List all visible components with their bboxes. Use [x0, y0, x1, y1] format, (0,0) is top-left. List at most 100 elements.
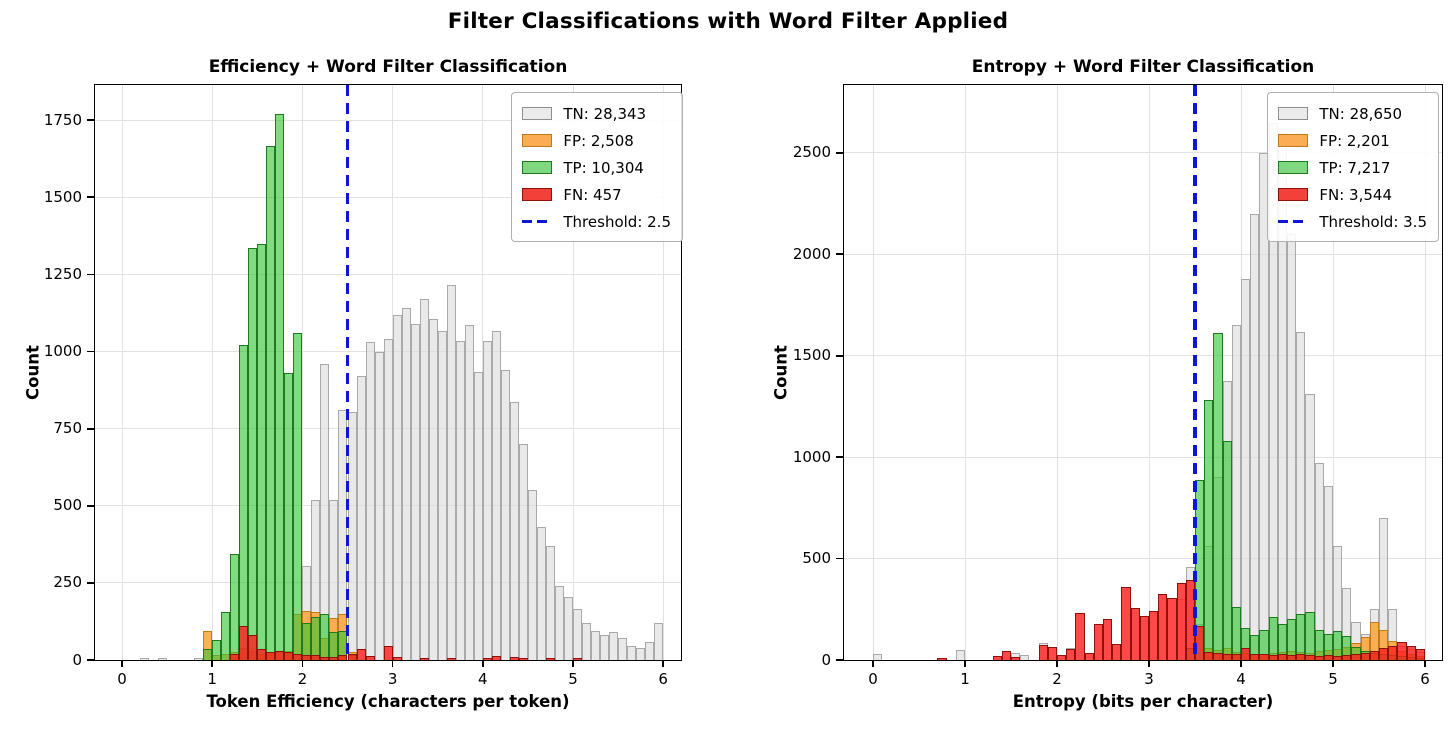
histogram-bar-tn	[563, 596, 573, 660]
y-tick	[835, 253, 843, 256]
legend-swatch-fn-icon	[1278, 188, 1309, 201]
x-tick-label: 3	[1144, 670, 1154, 688]
histogram-bar-tn	[311, 499, 321, 660]
histogram-bar-tn	[383, 339, 393, 660]
histogram-bar-tn	[582, 622, 592, 660]
efficiency-histogram-plot: Count 0 1 2 3 4 5 6 0 250 500 750 1000 1250 1500 1750 T…	[24, 84, 683, 688]
histogram-bar-fn	[293, 653, 303, 660]
histogram-bar-fn	[1268, 654, 1278, 660]
threshold-line	[1193, 85, 1197, 660]
x-tick	[1424, 660, 1426, 667]
legend-label: TN: 28,343	[563, 104, 647, 123]
y-tick-label: 2500	[792, 143, 831, 162]
histogram-bar-tn	[320, 363, 330, 660]
histogram-bar-fn	[1204, 651, 1214, 660]
x-tick	[1148, 660, 1150, 667]
y-tick	[835, 456, 843, 459]
histogram-bar-tp	[239, 345, 249, 660]
histogram-bar-tn	[419, 299, 429, 660]
histogram-bar-tn	[609, 632, 619, 660]
x-tick-label: 0	[117, 670, 127, 688]
histogram-bar-tp	[1296, 614, 1306, 660]
histogram-bar-tp	[293, 333, 303, 660]
legend: TN: 28,650 FP: 2,201 TP: 7,217 FN: 3,544 Thr…	[1267, 92, 1439, 242]
histogram-bar-tn	[158, 658, 168, 660]
histogram-bar-tn	[627, 646, 637, 660]
histogram-bar-tp	[1342, 635, 1352, 660]
legend-dashed-line-icon	[1278, 219, 1309, 224]
histogram-bar-fn	[311, 655, 321, 660]
histogram-bar-fn	[356, 649, 366, 660]
legend-item-tp: TP: 7,217	[1278, 154, 1427, 181]
histogram-bar-fn	[1323, 654, 1333, 660]
histogram-bar-fn	[365, 656, 375, 660]
histogram-bar-tn	[1287, 234, 1297, 660]
right-y-axis-label: Count	[771, 345, 791, 400]
histogram-bar-tn	[873, 653, 883, 660]
histogram-bar-fn	[1241, 647, 1251, 660]
histogram-bar-tp	[203, 649, 213, 660]
legend-item-threshold: Threshold: 3.5	[1278, 208, 1427, 235]
histogram-bar-fn	[1351, 653, 1361, 660]
histogram-bar-fn	[1222, 653, 1232, 660]
histogram-bar-tn	[356, 376, 366, 660]
gridline	[844, 152, 1442, 154]
x-tick-label: 6	[1420, 670, 1430, 688]
x-tick	[211, 660, 214, 667]
y-tick-label: 750	[53, 419, 82, 438]
histogram-bar-fn	[573, 658, 583, 660]
histogram-bar-fn	[1121, 586, 1131, 660]
legend-item-fp: FP: 2,508	[522, 127, 671, 154]
x-tick	[301, 660, 304, 667]
histogram-bar-tn	[1379, 518, 1389, 660]
x-tick	[391, 660, 394, 667]
histogram-bar-fn	[1057, 654, 1067, 660]
histogram-bar-tp	[284, 373, 294, 660]
legend-item-fn: FN: 3,544	[1278, 181, 1427, 208]
histogram-bar-tn	[618, 638, 628, 660]
y-tick-label: 2000	[792, 244, 831, 263]
histogram-bar-tn	[1011, 652, 1021, 660]
histogram-bar-fn	[1415, 648, 1425, 660]
gridline	[844, 456, 1442, 458]
histogram-bar-tp	[1231, 607, 1241, 660]
histogram-bar-fn	[239, 626, 249, 660]
histogram-bar-fn	[1001, 650, 1011, 660]
y-tick-label: 0	[821, 650, 831, 669]
histogram-bar-fn	[1397, 641, 1407, 660]
histogram-bar-tp	[212, 639, 222, 660]
x-tick	[662, 660, 665, 667]
threshold-line	[345, 85, 350, 660]
x-tick-label: 4	[1236, 670, 1246, 688]
histogram-bar-tn	[455, 340, 465, 660]
histogram-bar-tp	[221, 612, 231, 660]
histogram-bar-fp	[1369, 622, 1379, 660]
histogram-bar-fn	[1250, 653, 1260, 660]
histogram-bar-fn	[1038, 644, 1048, 660]
histogram-bar-tn	[482, 340, 492, 660]
legend-item-threshold: Threshold: 2.5	[522, 208, 671, 235]
legend-swatch-tp-icon	[1278, 161, 1309, 174]
legend-label: Threshold: 2.5	[563, 212, 671, 231]
legend-label: Threshold: 3.5	[1319, 212, 1427, 231]
y-tick-label: 1000	[792, 447, 831, 466]
histogram-bar-fn	[302, 655, 312, 660]
histogram-bar-tp	[1277, 623, 1287, 660]
histogram-bar-tp	[1323, 633, 1333, 660]
histogram-bar-fn	[1139, 616, 1149, 660]
y-tick-label: 0	[72, 650, 82, 669]
histogram-bar-fn	[1342, 654, 1352, 660]
figure-title: Filter Classifications with Word Filter …	[447, 9, 1009, 34]
legend-label: TP: 10,304	[563, 158, 644, 177]
y-tick	[86, 427, 94, 430]
y-tick	[86, 581, 94, 584]
histogram-bar-tp	[275, 114, 285, 660]
histogram-bar-fn	[320, 656, 330, 660]
histogram-bar-fn	[1406, 645, 1416, 660]
legend-swatch-tp-icon	[522, 161, 553, 174]
histogram-bar-tn	[392, 314, 402, 660]
x-tick	[1332, 660, 1334, 667]
histogram-bar-fn	[257, 649, 267, 660]
histogram-bar-tn	[591, 630, 601, 660]
x-tick-label: 0	[868, 670, 878, 688]
